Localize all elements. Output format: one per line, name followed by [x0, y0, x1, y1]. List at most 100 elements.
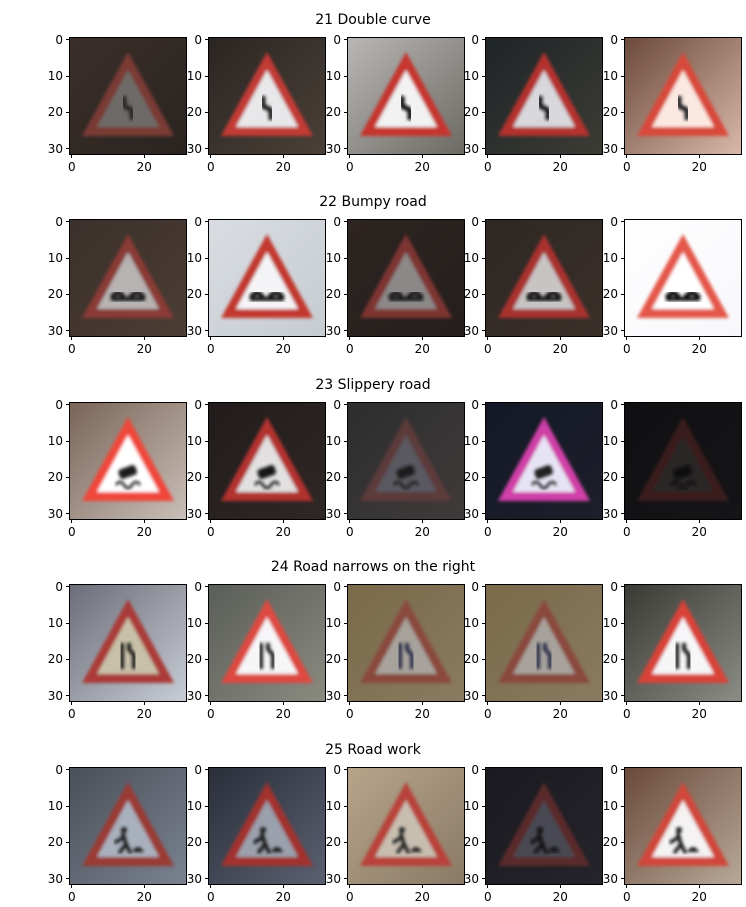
sign-thumbnail	[485, 584, 603, 702]
x-tick-label: 0	[67, 890, 76, 904]
sign-thumbnail	[69, 219, 187, 337]
x-tick-mark	[349, 884, 351, 888]
y-tick-mark	[621, 39, 625, 41]
y-tick-label: 0	[333, 397, 341, 412]
sign-face	[97, 70, 159, 127]
y-tick-mark	[344, 586, 348, 588]
sign-thumbnail	[624, 402, 742, 520]
y-tick-mark	[205, 841, 209, 843]
y-tick-label: 30	[325, 871, 341, 886]
sign-face	[236, 435, 298, 492]
x-tick-mark	[282, 884, 284, 888]
x-tick-mark	[559, 884, 561, 888]
y-tick-label: 10	[463, 251, 479, 266]
y-tick-label: 10	[325, 434, 341, 449]
sign-face	[652, 70, 714, 127]
y-tick-mark	[482, 221, 486, 223]
y-tick-mark	[344, 476, 348, 478]
y-tick-label: 10	[463, 434, 479, 449]
y-tick-label: 20	[325, 835, 341, 850]
y-tick-label: 20	[602, 105, 618, 120]
x-tick-label: 20	[414, 890, 430, 904]
y-tick-label: 20	[47, 652, 63, 667]
x-tick-mark	[210, 519, 212, 523]
x-tick-label: 20	[414, 342, 430, 356]
y-tick-mark	[205, 148, 209, 150]
slippery-road-icon	[392, 465, 420, 490]
y-tick-mark	[66, 622, 70, 624]
sign-thumbnail	[69, 402, 187, 520]
y-tick-label: 10	[186, 799, 202, 814]
y-tick-mark	[205, 257, 209, 259]
sign-thumbnail	[624, 584, 742, 702]
y-tick-mark	[621, 878, 625, 880]
sign-thumbnail	[347, 767, 465, 885]
x-tick-mark	[559, 519, 561, 523]
x-tick-label: 0	[622, 342, 631, 356]
road-narrows-right-icon	[120, 643, 136, 669]
x-tick-mark	[349, 336, 351, 340]
x-tick-label: 0	[206, 707, 215, 721]
x-tick-mark	[210, 154, 212, 158]
road-narrows-right-icon	[259, 643, 275, 669]
y-tick-mark	[205, 586, 209, 588]
y-tick-label: 10	[602, 69, 618, 84]
y-tick-mark	[482, 622, 486, 624]
y-tick-label: 0	[610, 397, 618, 412]
y-tick-mark	[621, 330, 625, 332]
y-tick-mark	[66, 878, 70, 880]
x-tick-mark	[210, 336, 212, 340]
x-tick-mark	[349, 701, 351, 705]
y-tick-mark	[482, 695, 486, 697]
road-work-icon	[392, 827, 422, 854]
y-tick-mark	[344, 841, 348, 843]
x-tick-label: 0	[67, 525, 76, 539]
y-tick-mark	[621, 513, 625, 515]
y-tick-label: 20	[186, 470, 202, 485]
road-narrows-right-icon	[675, 643, 691, 669]
y-tick-label: 30	[602, 141, 618, 156]
x-tick-label: 0	[622, 160, 631, 174]
y-tick-mark	[621, 75, 625, 77]
y-tick-label: 20	[325, 287, 341, 302]
sign-face	[513, 435, 575, 492]
y-tick-mark	[205, 330, 209, 332]
x-tick-mark	[71, 701, 73, 705]
slippery-road-icon	[253, 465, 281, 490]
x-tick-mark	[282, 519, 284, 523]
y-tick-label: 20	[47, 105, 63, 120]
y-tick-label: 30	[602, 506, 618, 521]
x-tick-label: 20	[136, 707, 152, 721]
y-tick-label: 0	[55, 762, 63, 777]
x-tick-label: 0	[206, 890, 215, 904]
y-tick-mark	[344, 330, 348, 332]
x-tick-mark	[559, 701, 561, 705]
y-tick-label: 30	[47, 323, 63, 338]
y-tick-label: 10	[47, 69, 63, 84]
y-tick-label: 10	[325, 799, 341, 814]
row-title: 22 Bumpy road	[319, 194, 427, 210]
y-tick-mark	[66, 404, 70, 406]
y-tick-label: 0	[194, 579, 202, 594]
road-work-icon	[114, 827, 144, 854]
x-tick-label: 0	[206, 525, 215, 539]
x-tick-label: 20	[275, 525, 291, 539]
y-tick-label: 20	[602, 287, 618, 302]
y-tick-mark	[482, 805, 486, 807]
y-tick-mark	[621, 404, 625, 406]
sign-thumbnail	[208, 219, 326, 337]
x-tick-label: 20	[552, 707, 568, 721]
sign-face	[513, 800, 575, 857]
bumpy-road-icon	[248, 290, 286, 301]
y-tick-label: 30	[463, 141, 479, 156]
y-tick-mark	[205, 221, 209, 223]
x-tick-label: 20	[136, 890, 152, 904]
x-tick-mark	[487, 336, 489, 340]
x-tick-label: 20	[691, 707, 707, 721]
double-curve-icon	[399, 96, 413, 120]
x-tick-mark	[143, 154, 145, 158]
sign-face	[513, 70, 575, 127]
x-tick-label: 20	[275, 160, 291, 174]
bumpy-road-icon	[109, 290, 147, 301]
y-tick-label: 0	[55, 32, 63, 47]
